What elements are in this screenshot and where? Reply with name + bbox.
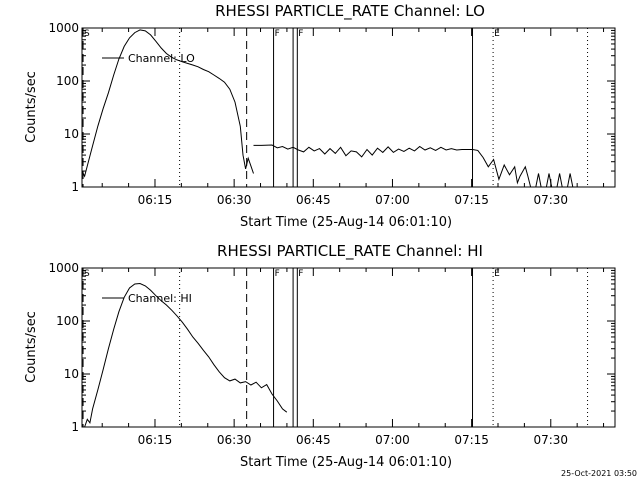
y-tick-label: 10: [64, 367, 79, 381]
x-tick-label: 06:45: [296, 433, 331, 447]
chart-panel-lo: RHESSI PARTICLE_RATE Channel: LO Counts/…: [24, 2, 616, 230]
generated-timestamp: 25-Oct-2021 03:50: [561, 469, 637, 478]
series-line-lo: [535, 173, 542, 188]
x-tick-label: 07:15: [454, 193, 489, 207]
event-flag-label: F: [275, 29, 280, 39]
plot-frame: [81, 267, 616, 428]
x-tick-label: 06:15: [138, 193, 173, 207]
x-tick-label: 07:15: [454, 433, 489, 447]
chart-panel-hi: RHESSI PARTICLE_RATE Channel: HI Counts/…: [24, 242, 616, 470]
y-tick-label: 1000: [48, 21, 79, 35]
event-flag-label: F: [298, 29, 303, 39]
series-line-lo: [253, 144, 532, 188]
plot-frame: [81, 27, 616, 188]
series-line-hi: [84, 282, 288, 428]
series-line-lo: [556, 173, 563, 188]
series-line-lo: [81, 29, 254, 178]
chart-title-lo: RHESSI PARTICLE_RATE Channel: LO: [215, 2, 485, 21]
y-tick-label: 10: [64, 127, 79, 141]
y-tick-label: 100: [56, 74, 79, 88]
y-axis-label-lo: Counts/sec: [24, 71, 39, 143]
event-flag-label: S: [84, 269, 90, 279]
event-flag-label: F: [298, 269, 303, 279]
y-tick-label: 100: [56, 314, 79, 328]
x-tick-label: 06:45: [296, 193, 331, 207]
plot-area-lo: S F F E 1 10 100 1000 06:15 06:30 06:45 07:00 07:15 0…: [48, 21, 616, 207]
x-tick-label: 07:30: [533, 193, 568, 207]
y-axis-label-hi: Counts/sec: [24, 311, 39, 383]
x-tick-label: 07:30: [533, 433, 568, 447]
series-line-lo: [545, 173, 553, 188]
x-tick-label: 06:30: [217, 433, 252, 447]
y-tick-label: 1000: [48, 261, 79, 275]
x-tick-label: 06:15: [138, 433, 173, 447]
chart-title-hi: RHESSI PARTICLE_RATE Channel: HI: [217, 242, 483, 261]
event-flag-label: F: [275, 269, 280, 279]
event-flag-label: S: [84, 29, 90, 39]
x-axis-label-hi: Start Time (25-Aug-14 06:01:10): [240, 455, 452, 470]
plot-area-hi: S F F E 1 10 100 1000 06:15 06:30 06:45 07:00 07:15 0…: [48, 261, 616, 447]
legend-label: Channel: HI: [128, 292, 192, 305]
y-tick-label: 1: [71, 180, 79, 194]
legend-label: Channel: LO: [128, 52, 195, 65]
x-tick-label: 06:30: [217, 193, 252, 207]
event-flag-label: E: [494, 29, 500, 39]
series-line-lo: [567, 173, 574, 188]
event-flag-label: E: [494, 269, 500, 279]
x-tick-label: 07:00: [375, 433, 410, 447]
x-tick-label: 07:00: [375, 193, 410, 207]
y-tick-label: 1: [71, 420, 79, 434]
x-axis-label-lo: Start Time (25-Aug-14 06:01:10): [240, 215, 452, 230]
